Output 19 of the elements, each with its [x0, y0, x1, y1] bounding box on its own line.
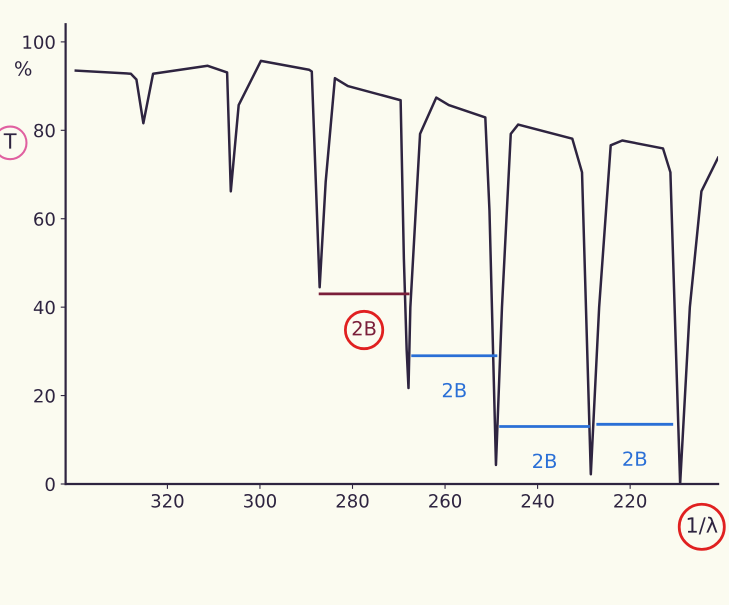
- y-tick-label: 100: [23, 35, 55, 49]
- x-axis-title: 1/λ: [688, 516, 718, 535]
- y-tick-label: 60: [34, 212, 55, 226]
- x-tick-label: 240: [522, 494, 554, 508]
- x-tick-label: 320: [152, 494, 184, 508]
- x-tick-label: 260: [429, 494, 462, 508]
- y-tick-label: 0: [46, 477, 55, 492]
- x-tick-label: 220: [614, 494, 646, 508]
- x-tick-label: 300: [244, 494, 276, 508]
- y-tick-label: 80: [34, 124, 55, 138]
- annotation: 2B: [352, 320, 376, 336]
- y-axis-title: T: [4, 133, 17, 149]
- annotation: 2B: [533, 454, 556, 468]
- text: %: [15, 61, 32, 76]
- y-tick-label: 40: [34, 300, 55, 314]
- annotation: 2B: [623, 451, 646, 466]
- annotation: 2B: [442, 382, 466, 398]
- y-tick-label: 20: [34, 389, 55, 403]
- x-tick-label: 280: [336, 494, 369, 508]
